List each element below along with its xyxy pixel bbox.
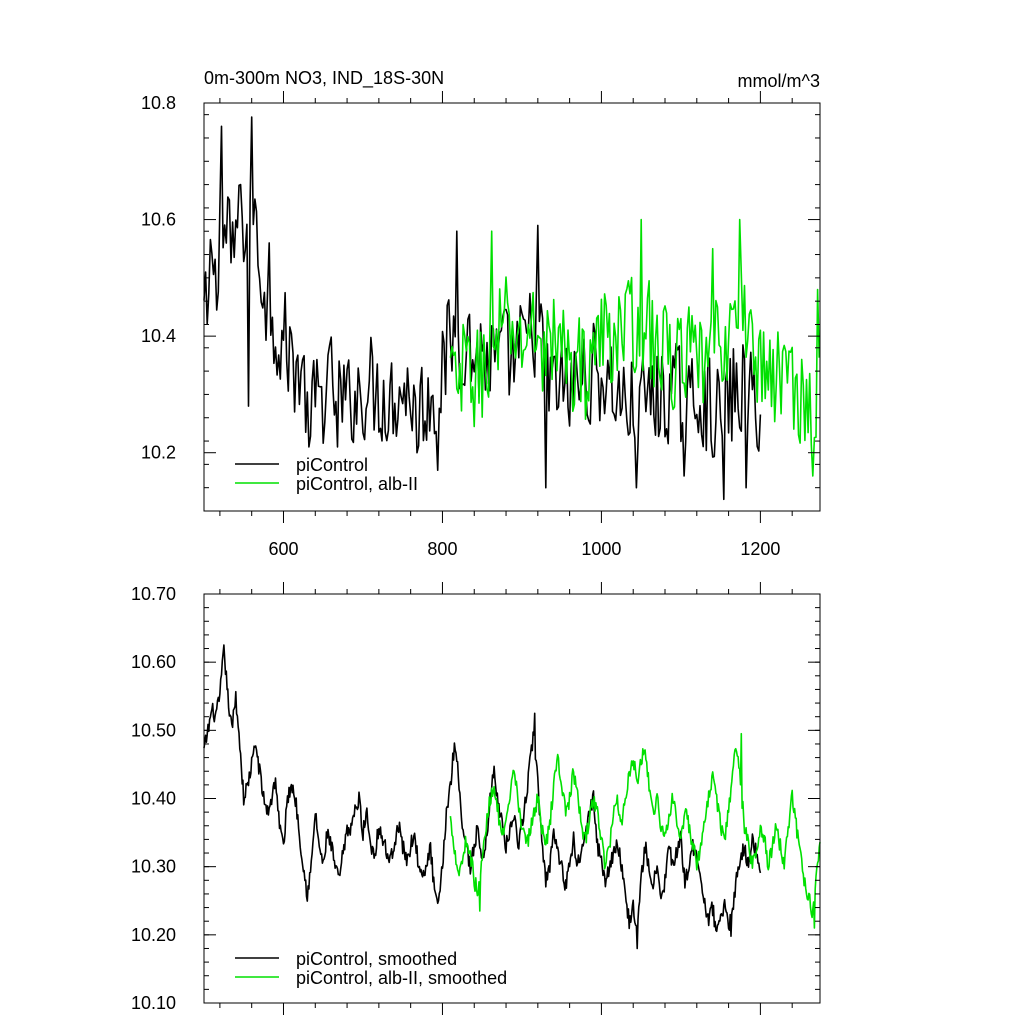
series-line-picontrol-alb-ii [449, 218, 820, 477]
y-tick-label: 10.8 [141, 93, 176, 113]
y-tick-label: 10.10 [131, 993, 176, 1013]
x-tick-label: 800 [427, 539, 457, 559]
y-tick-label: 10.30 [131, 857, 176, 877]
x-tick-label: 600 [268, 539, 298, 559]
y-tick-label: 10.60 [131, 652, 176, 672]
legend-label-picontrol-alb-ii: piControl, alb-II, smoothed [296, 968, 507, 988]
chart-title: 0m-300m NO3, IND_18S-30N [204, 68, 444, 89]
bottom-series-layer [203, 644, 821, 950]
legend-label-picontrol: piControl [296, 455, 368, 475]
plot-frame [203, 102, 821, 512]
y-tick-label: 10.6 [141, 210, 176, 230]
bottom-panel: 10.10 10.20 10.30 10.40 10.50 10.60 10.70 piCo… [131, 582, 821, 1015]
y-tick-label: 10.20 [131, 925, 176, 945]
y-tick-label: 10.2 [141, 443, 176, 463]
y-tick-label: 10.70 [131, 584, 176, 604]
bottom-axes: 10.10 10.20 10.30 10.40 10.50 10.60 10.70 [131, 582, 821, 1015]
series-line-picontrol-alb-ii [449, 732, 821, 929]
y-tick-label: 10.4 [141, 326, 176, 346]
x-tick-label: 1000 [581, 539, 621, 559]
y-tick-label: 10.40 [131, 789, 176, 809]
x-tick-label: 1200 [740, 539, 780, 559]
legend-label-picontrol: piControl, smoothed [296, 949, 457, 969]
legend-label-picontrol-alb-ii: piControl, alb-II [296, 474, 418, 494]
top-panel: 10.2 10.4 10.6 10.8 600 800 1000 1200 piControl… [141, 91, 821, 559]
y-tick-label: 10.50 [131, 720, 176, 740]
top-axes: 10.2 10.4 10.6 10.8 600 800 1000 1200 [141, 91, 821, 559]
top-series-layer [203, 116, 820, 501]
units-label: mmol/m^3 [738, 71, 820, 91]
series-line-picontrol [203, 116, 762, 501]
